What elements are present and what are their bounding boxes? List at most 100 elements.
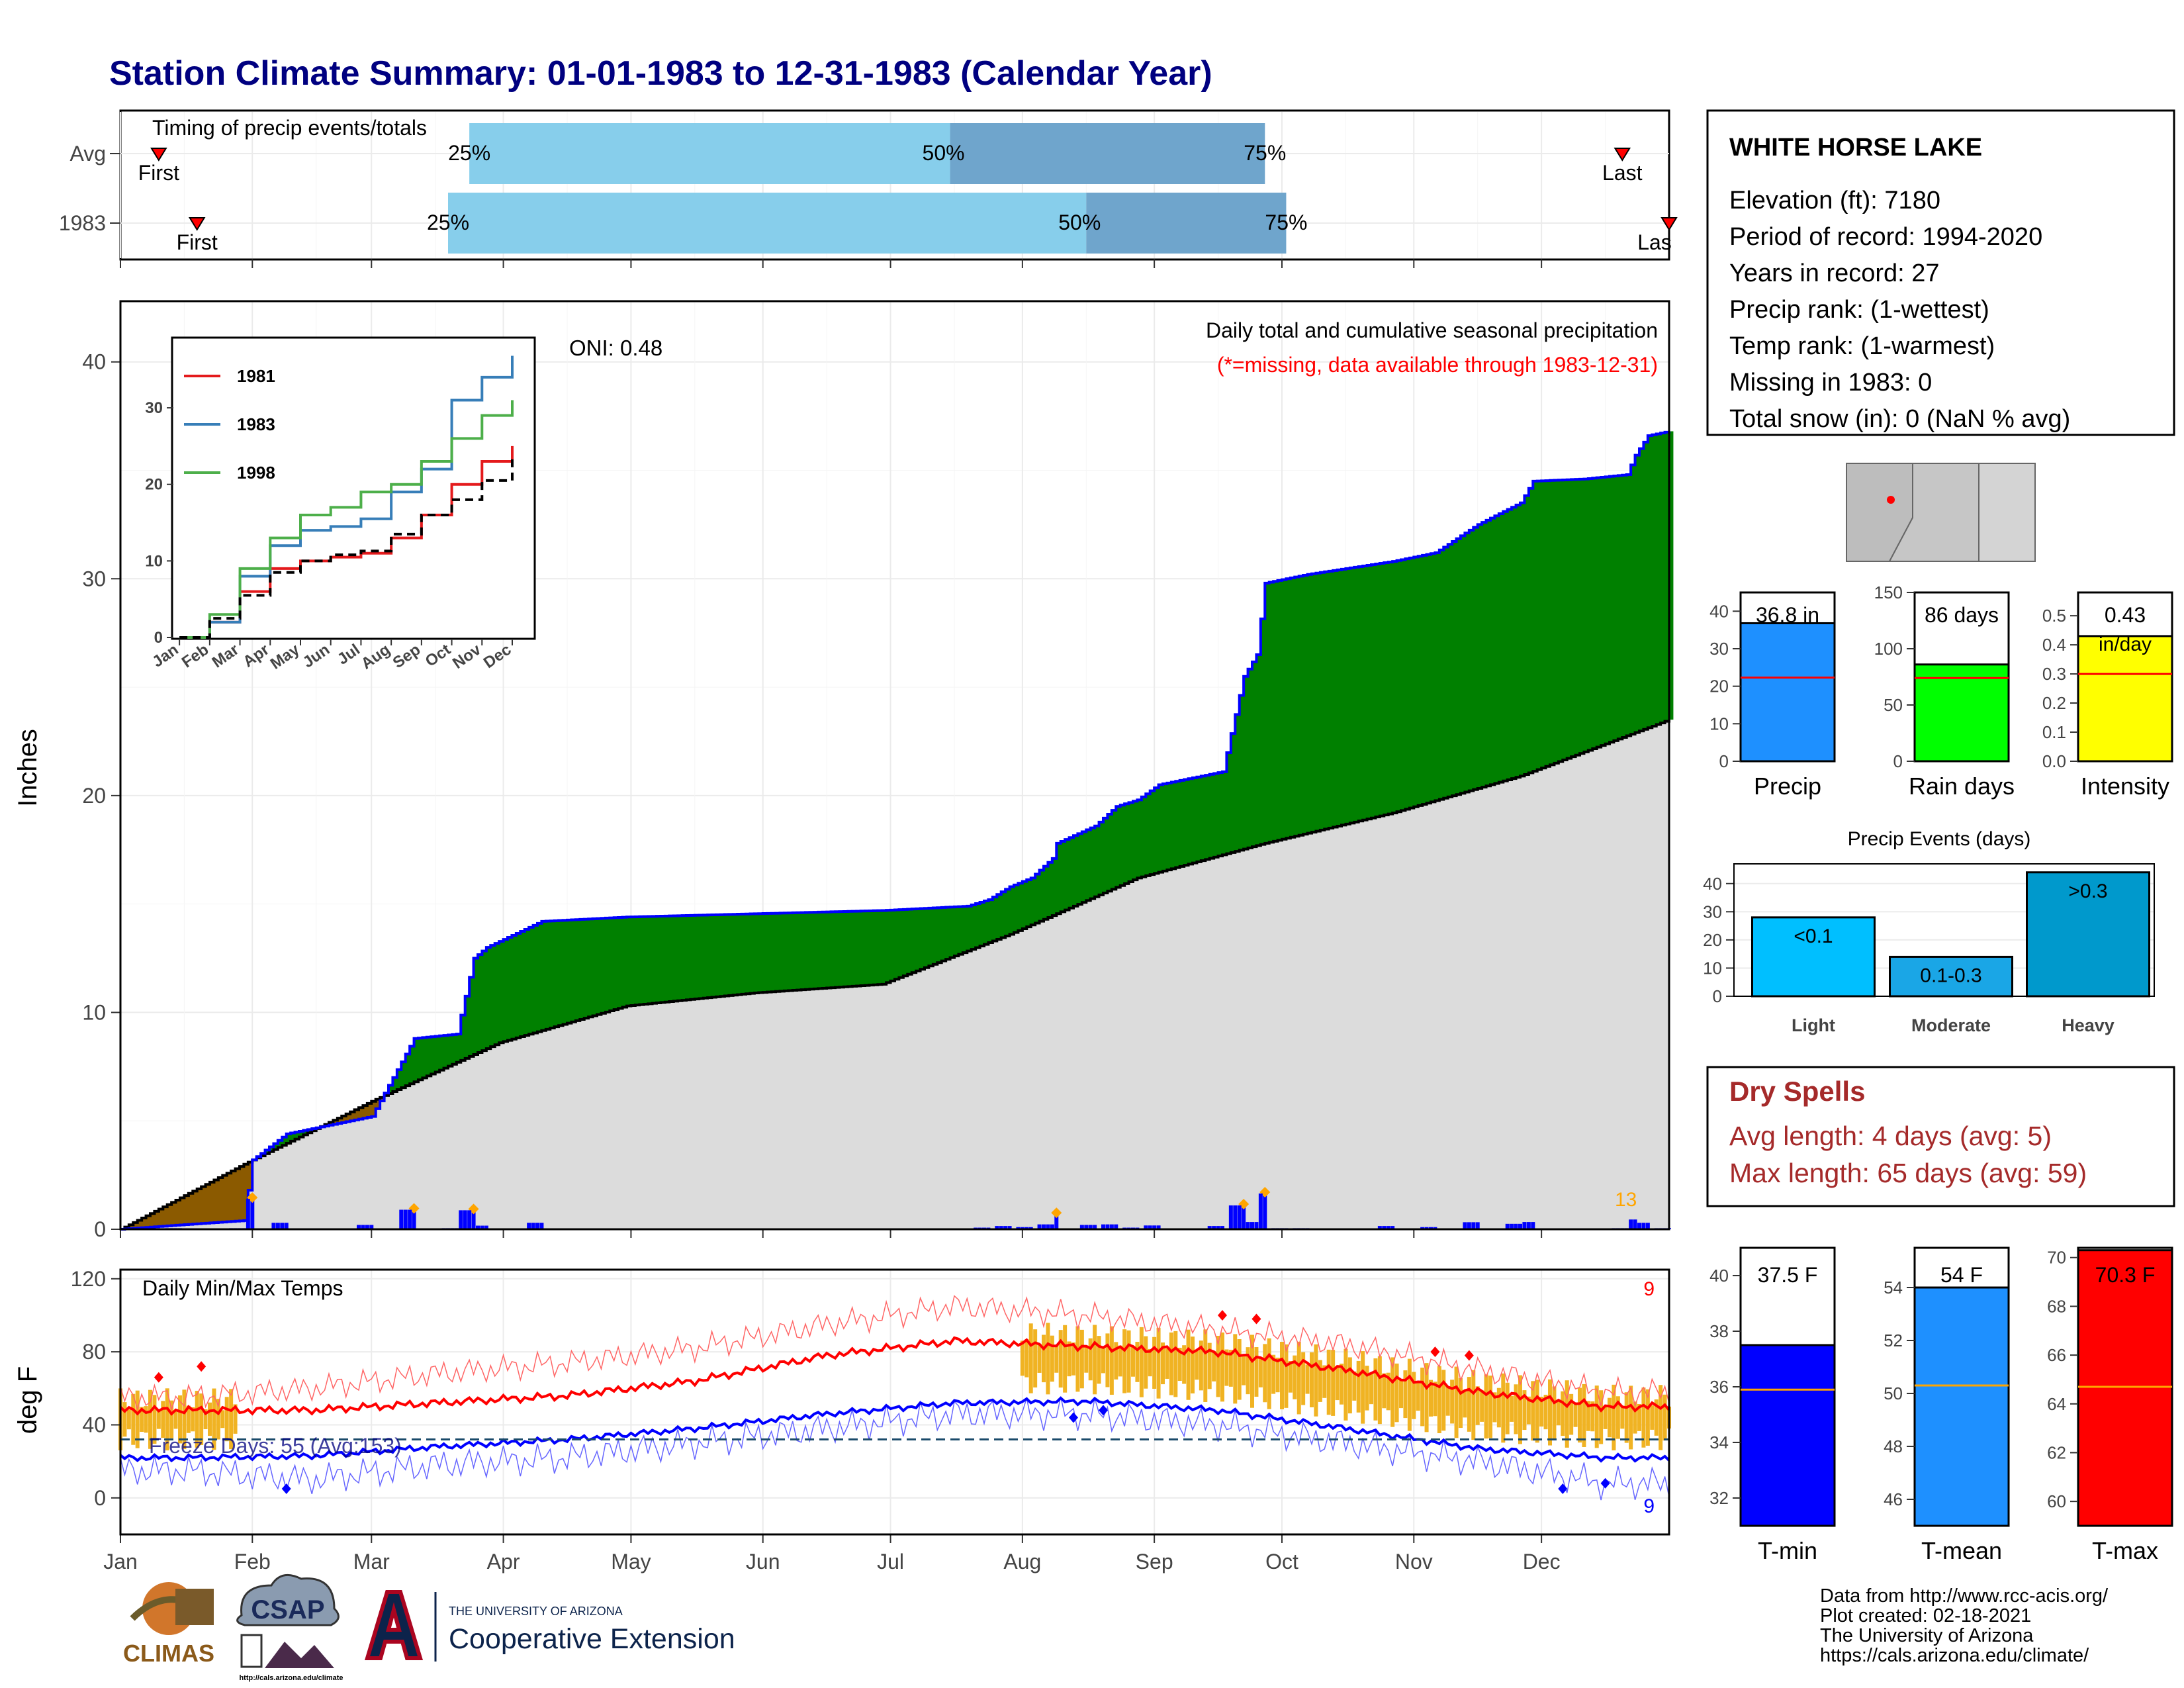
csap-gauge-icon	[240, 1634, 263, 1668]
daily-temp-range-bar	[208, 1402, 212, 1436]
freeze-days-label: Freeze Days: 55 (Avg:153)	[149, 1434, 402, 1458]
daily-temp-range-bar	[1216, 1335, 1220, 1397]
daily-precip-bar	[1420, 1227, 1425, 1229]
temp-grid	[120, 1270, 1669, 1534]
summary-bar-value-label: 36.8 in	[1756, 603, 1819, 627]
daily-temp-range-bar	[1079, 1329, 1084, 1389]
daily-precip-bar	[1254, 1222, 1259, 1229]
temp-ytick-label: 80	[82, 1340, 106, 1364]
daily-temp-range-bar	[1582, 1383, 1586, 1447]
daily-temp-range-bar	[1467, 1377, 1471, 1432]
summary-bar-ytick-label: 40	[1709, 1266, 1729, 1286]
temp-yticks: 0 40 80 120	[71, 1267, 120, 1510]
daily-temp-range-bar	[1058, 1330, 1063, 1388]
daily-precip-bar	[1510, 1223, 1514, 1229]
oni-label: ONI: 0.48	[569, 336, 662, 360]
daily-temp-range-bar	[126, 1409, 131, 1430]
daily-temp-range-bar	[1386, 1372, 1390, 1411]
credit-line: https://cals.arizona.edu/climate/	[1820, 1645, 2089, 1666]
daily-temp-range-bar	[1365, 1366, 1369, 1411]
daily-precip-bar	[357, 1225, 361, 1229]
daily-temp-range-bar	[1556, 1401, 1561, 1426]
daily-precip-bar	[1641, 1223, 1646, 1229]
daily-temp-range-bar	[1097, 1336, 1101, 1384]
daily-temp-range-bar	[1382, 1373, 1387, 1409]
daily-temp-range-bar	[1203, 1329, 1208, 1402]
daily-temp-range-bar	[1131, 1346, 1135, 1377]
daily-precip-bar	[1020, 1227, 1024, 1229]
first-event-label: First	[177, 230, 218, 254]
inset-average-line	[179, 457, 514, 639]
daily-precip-bar	[1242, 1205, 1246, 1229]
temp-record-marker	[1430, 1346, 1440, 1358]
daily-precip-bar	[1518, 1223, 1522, 1229]
daily-temp-range-bar	[1224, 1349, 1229, 1386]
precip-panel-frame	[119, 300, 1670, 1231]
timing-p50-label: 50%	[923, 141, 965, 165]
daily-temp-range-bar	[1501, 1373, 1506, 1443]
timing-p25-label: 25%	[427, 211, 469, 234]
daily-precip-bar	[1233, 1205, 1238, 1229]
summary-bar-ytick-label: 0	[1719, 751, 1729, 771]
daily-temp-range-bar	[1233, 1334, 1238, 1404]
daily-precip-bar	[1424, 1227, 1429, 1229]
record-max-line	[120, 1295, 1670, 1412]
summary-bar-ytick-label: 36	[1709, 1377, 1729, 1397]
daily-temp-range-bar	[1109, 1326, 1114, 1395]
daily-temp-range-bar	[1505, 1382, 1510, 1434]
summary-bar-fill	[1913, 663, 2010, 763]
daily-precip-bar	[1207, 1226, 1212, 1229]
month-tick-label: Jun	[746, 1550, 780, 1573]
daily-temp-range-bar	[1024, 1339, 1029, 1378]
daily-temp-range-bar	[1228, 1350, 1233, 1387]
daily-precip-bar	[399, 1209, 404, 1229]
daily-precip-bar	[361, 1225, 365, 1229]
daily-temp-range-bar	[144, 1406, 148, 1433]
daily-temp-range-bar	[1093, 1325, 1097, 1395]
daily-temp-range-bar	[1569, 1393, 1574, 1435]
daily-temp-range-bar	[1548, 1379, 1552, 1446]
daily-temp-range-bar	[1071, 1342, 1075, 1376]
daily-temp-range-bar	[1347, 1357, 1352, 1414]
daily-temp-range-bar	[1275, 1357, 1280, 1393]
month-tick-label: Feb	[234, 1550, 271, 1573]
daily-precip-bar	[1522, 1222, 1527, 1229]
daily-precip-bar	[1463, 1222, 1467, 1229]
timing-p25-label: 25%	[448, 141, 490, 165]
month-tick-label: Jan	[103, 1550, 138, 1573]
cold-record-marker	[1600, 1477, 1610, 1489]
credit-line: Data from http://www.rcc-acis.org/	[1820, 1585, 2109, 1607]
summary-bar-ytick-label: 54	[1884, 1278, 1903, 1297]
precip-panel: 0 10 20 30 40 Inches ONI: 0.48 Daily total a…	[13, 300, 1674, 1241]
daily-temp-range-bar	[1450, 1380, 1455, 1424]
month-tick-label: Apr	[487, 1550, 520, 1573]
daily-precip-bar	[1003, 1226, 1008, 1229]
inset-ytick-label: 10	[145, 552, 163, 570]
timing-row-label: Avg	[69, 142, 106, 165]
precip-yticks: 0 10 20 30 40	[82, 350, 120, 1241]
summary-bar-ytick-label: 0.0	[2042, 751, 2066, 771]
temp-panel: 0 40 80 120 Jan Feb Mar Apr May Jun Jul Aug Sep Oct N…	[13, 1267, 1671, 1573]
precip-event-category: Moderate	[1911, 1015, 1991, 1035]
precip-event-category: Heavy	[2062, 1015, 2115, 1035]
daily-precip-bar	[1263, 1193, 1267, 1229]
daily-temp-range-bar	[199, 1393, 204, 1445]
daily-precip-bar	[1144, 1225, 1148, 1229]
daily-temp-range-bar	[1586, 1401, 1590, 1431]
daily-temp-range-bar	[1212, 1350, 1216, 1382]
daily-temp-range-bar	[1343, 1348, 1348, 1421]
precip-events-title: Precip Events (days)	[1848, 828, 2031, 850]
daily-temp-range-bar	[1565, 1380, 1569, 1448]
daily-precip-bar	[459, 1210, 463, 1229]
daily-temp-range-bar	[1535, 1380, 1539, 1443]
daily-temp-range-bar	[1207, 1342, 1212, 1389]
temp-xticks: Jan Feb Mar Apr May Jun Jul Aug Sep Oct Nov Dec	[103, 1534, 1561, 1573]
daily-temp-range-bar	[1662, 1394, 1667, 1441]
daily-temp-range-bar	[1633, 1401, 1637, 1434]
daily-precip-bar	[1433, 1227, 1437, 1229]
last-event-marker	[1614, 148, 1631, 162]
daily-temp-range-bar	[224, 1397, 229, 1442]
inset-frame	[171, 336, 536, 640]
inset-legend-label: 1998	[237, 463, 275, 483]
